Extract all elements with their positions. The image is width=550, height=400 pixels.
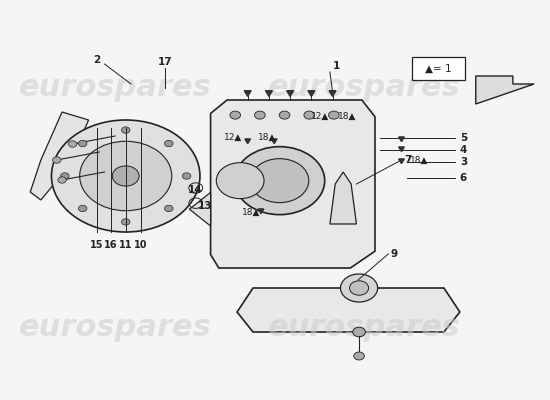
Circle shape xyxy=(80,141,172,211)
Circle shape xyxy=(164,205,173,212)
Text: 5: 5 xyxy=(460,133,467,143)
Polygon shape xyxy=(399,159,404,164)
Polygon shape xyxy=(245,139,251,144)
Circle shape xyxy=(340,274,378,302)
Polygon shape xyxy=(271,139,277,144)
Circle shape xyxy=(279,111,290,119)
Circle shape xyxy=(230,111,240,119)
Text: 4: 4 xyxy=(460,145,467,155)
Text: 1: 1 xyxy=(333,61,340,71)
Circle shape xyxy=(58,177,67,183)
Text: 3: 3 xyxy=(460,157,467,167)
Polygon shape xyxy=(244,91,251,96)
Circle shape xyxy=(164,140,173,147)
Circle shape xyxy=(350,281,368,295)
Circle shape xyxy=(60,173,69,179)
Circle shape xyxy=(183,173,191,179)
Circle shape xyxy=(304,111,315,119)
Text: 12▲: 12▲ xyxy=(311,112,329,120)
Text: 9: 9 xyxy=(391,249,398,259)
Circle shape xyxy=(52,120,200,232)
Circle shape xyxy=(53,157,61,163)
Text: 17: 17 xyxy=(158,57,173,67)
Text: 14: 14 xyxy=(188,185,203,195)
Polygon shape xyxy=(211,100,375,268)
Polygon shape xyxy=(30,112,89,200)
Polygon shape xyxy=(287,91,294,96)
Circle shape xyxy=(353,327,365,337)
Circle shape xyxy=(68,141,77,147)
Circle shape xyxy=(216,163,264,199)
Circle shape xyxy=(79,140,87,147)
Circle shape xyxy=(79,205,87,212)
Polygon shape xyxy=(399,147,404,152)
Text: 15: 15 xyxy=(90,240,103,250)
Polygon shape xyxy=(189,192,211,226)
Circle shape xyxy=(354,352,365,360)
Polygon shape xyxy=(308,91,315,96)
Polygon shape xyxy=(330,172,356,224)
Circle shape xyxy=(122,127,130,133)
Polygon shape xyxy=(258,209,264,214)
Text: 12▲: 12▲ xyxy=(224,133,242,142)
Polygon shape xyxy=(329,91,336,96)
Polygon shape xyxy=(237,288,460,332)
Text: eurospares: eurospares xyxy=(268,74,461,102)
Circle shape xyxy=(250,159,309,203)
Polygon shape xyxy=(476,76,534,104)
Text: 11: 11 xyxy=(119,240,133,250)
Text: 13: 13 xyxy=(197,201,212,211)
Text: 18▲: 18▲ xyxy=(243,208,261,216)
Text: 2: 2 xyxy=(93,55,100,65)
Circle shape xyxy=(112,166,139,186)
Polygon shape xyxy=(399,137,404,142)
Text: eurospares: eurospares xyxy=(19,74,212,102)
Text: eurospares: eurospares xyxy=(19,314,212,342)
Text: 18▲: 18▲ xyxy=(258,133,277,142)
Text: 18▲: 18▲ xyxy=(409,156,428,164)
Text: eurospares: eurospares xyxy=(268,314,461,342)
Text: 6: 6 xyxy=(460,173,467,183)
FancyBboxPatch shape xyxy=(412,57,465,80)
Circle shape xyxy=(255,111,265,119)
Text: 10: 10 xyxy=(134,240,147,250)
Text: 7: 7 xyxy=(404,155,411,165)
Text: 16: 16 xyxy=(104,240,118,250)
Text: ▲= 1: ▲= 1 xyxy=(425,64,452,74)
Circle shape xyxy=(234,147,324,215)
Circle shape xyxy=(122,219,130,225)
Circle shape xyxy=(328,111,339,119)
Polygon shape xyxy=(266,91,272,96)
Text: 18▲: 18▲ xyxy=(338,112,356,120)
